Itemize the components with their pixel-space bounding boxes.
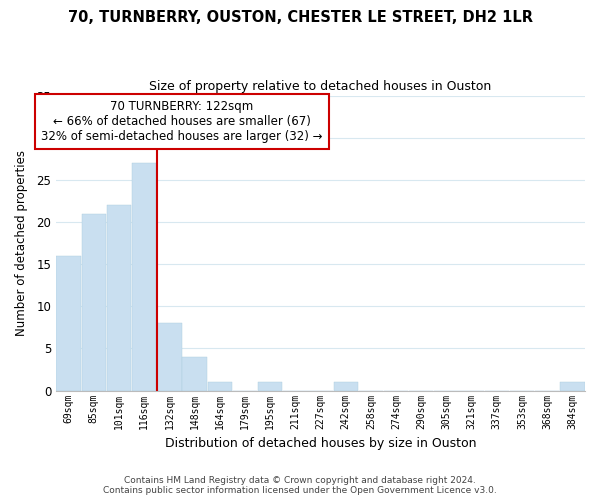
Text: 70 TURNBERRY: 122sqm
← 66% of detached houses are smaller (67)
32% of semi-detac: 70 TURNBERRY: 122sqm ← 66% of detached h… [41, 100, 323, 143]
Bar [182, 357, 207, 390]
X-axis label: Distribution of detached houses by size in Ouston: Distribution of detached houses by size … [165, 437, 476, 450]
Bar [560, 382, 584, 390]
Bar [208, 382, 232, 390]
Text: 70, TURNBERRY, OUSTON, CHESTER LE STREET, DH2 1LR: 70, TURNBERRY, OUSTON, CHESTER LE STREET… [67, 10, 533, 25]
Bar [157, 323, 182, 390]
Bar [82, 214, 106, 390]
Text: Contains HM Land Registry data © Crown copyright and database right 2024.
Contai: Contains HM Land Registry data © Crown c… [103, 476, 497, 495]
Bar [334, 382, 358, 390]
Bar [258, 382, 283, 390]
Bar [107, 205, 131, 390]
Bar [132, 163, 157, 390]
Title: Size of property relative to detached houses in Ouston: Size of property relative to detached ho… [149, 80, 491, 93]
Y-axis label: Number of detached properties: Number of detached properties [15, 150, 28, 336]
Bar [56, 256, 81, 390]
